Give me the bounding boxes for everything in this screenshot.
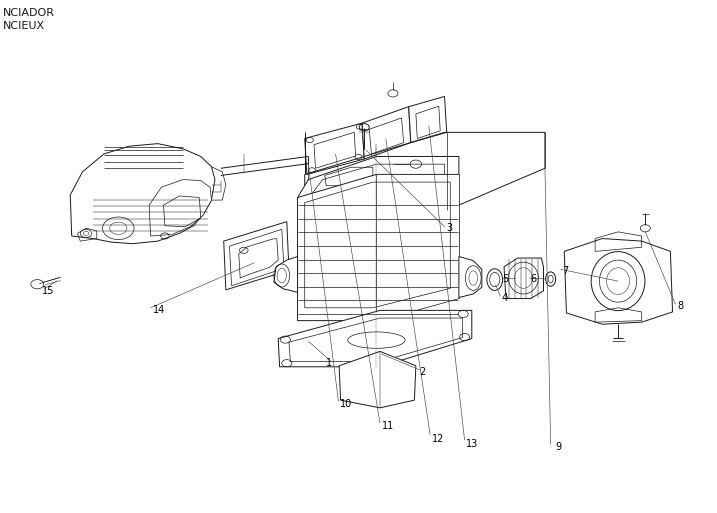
Text: NCIADOR: NCIADOR: [3, 8, 55, 17]
Polygon shape: [339, 351, 416, 408]
Text: 15: 15: [42, 286, 54, 297]
Text: 13: 13: [466, 439, 478, 449]
Text: 1: 1: [326, 358, 333, 368]
Text: 8: 8: [678, 301, 684, 311]
Polygon shape: [70, 144, 215, 244]
Text: 10: 10: [340, 399, 352, 409]
Polygon shape: [212, 167, 226, 200]
Text: NCIEUX: NCIEUX: [3, 21, 45, 30]
Text: 3: 3: [446, 223, 452, 233]
Text: 2: 2: [419, 367, 426, 377]
Polygon shape: [409, 96, 447, 143]
Text: 9: 9: [556, 442, 562, 452]
Polygon shape: [298, 174, 459, 321]
Text: 11: 11: [382, 421, 394, 431]
Text: 12: 12: [432, 433, 445, 444]
Polygon shape: [376, 174, 459, 321]
Text: 4: 4: [502, 293, 508, 303]
Polygon shape: [564, 239, 673, 324]
Polygon shape: [459, 256, 482, 298]
Polygon shape: [305, 123, 364, 174]
Text: 14: 14: [153, 305, 165, 315]
Polygon shape: [278, 310, 472, 367]
Text: 5: 5: [502, 274, 508, 284]
Polygon shape: [362, 107, 411, 159]
Polygon shape: [504, 258, 543, 299]
Polygon shape: [149, 180, 212, 236]
Polygon shape: [298, 156, 459, 198]
Polygon shape: [274, 256, 298, 292]
Text: 7: 7: [562, 266, 569, 276]
Polygon shape: [224, 222, 289, 290]
Text: 6: 6: [531, 274, 537, 284]
